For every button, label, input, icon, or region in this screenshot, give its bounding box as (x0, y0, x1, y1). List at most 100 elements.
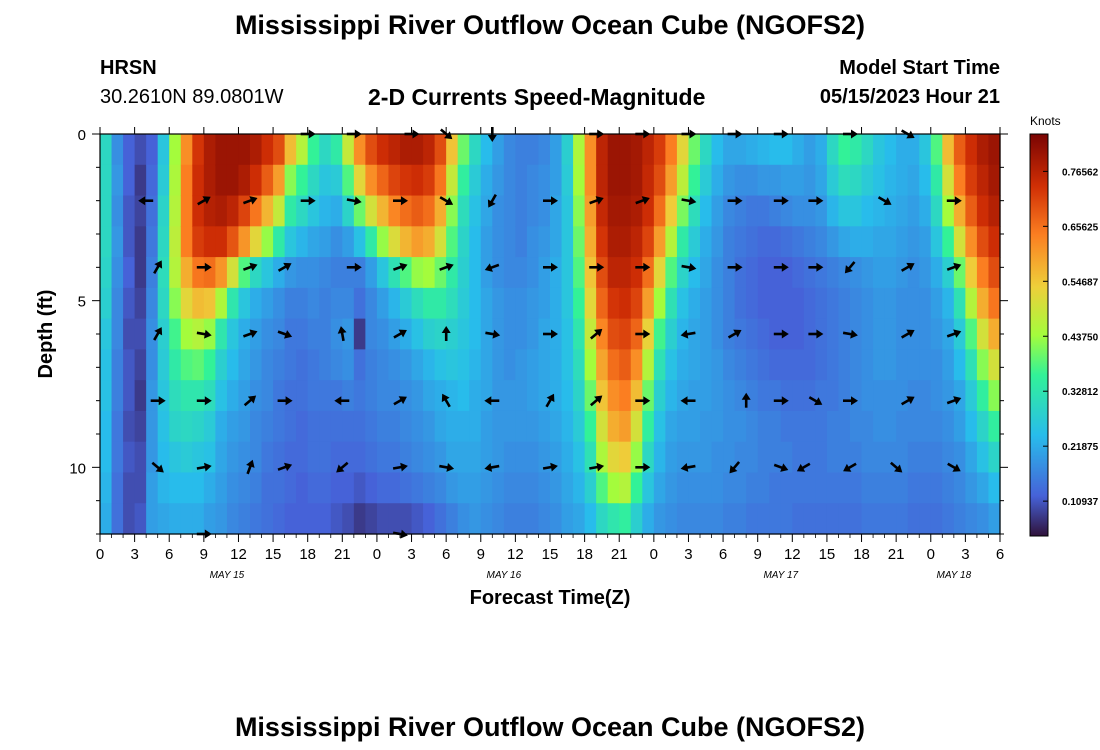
heatmap-cell (400, 503, 413, 535)
heatmap-cell (700, 441, 713, 474)
heatmap-cell (376, 349, 390, 381)
heatmap-cell (919, 472, 932, 504)
heatmap-cell (884, 318, 897, 350)
heatmap-cell (976, 134, 990, 166)
heatmap-cell (342, 134, 355, 166)
heatmap-cell (607, 380, 620, 412)
x-axis: 0 3 6 9 12 15 18 21 0 3 6 9 12 15 18 21 0 3 6 9 12 15 18 21 0 3 6 (96, 127, 1004, 563)
heatmap-cell (192, 257, 205, 289)
heatmap-cell (423, 441, 436, 474)
current-arrow (196, 462, 212, 472)
heatmap-cell (457, 195, 470, 227)
heatmap-cell (273, 195, 286, 227)
current-arrow (542, 462, 558, 472)
heatmap-cell (492, 134, 505, 166)
heatmap-cell (226, 410, 240, 443)
heatmap-cell (550, 503, 563, 535)
heatmap-cell (469, 257, 482, 289)
heatmap-cell (676, 410, 690, 443)
heatmap-cell (792, 503, 805, 535)
heatmap-cell (353, 349, 366, 381)
current-arrow (773, 396, 789, 406)
heatmap-cell (711, 134, 724, 166)
heatmap-cell (423, 410, 436, 443)
heatmap-cell (665, 134, 678, 166)
heatmap-cell (723, 195, 736, 227)
heatmap-cell (815, 441, 828, 474)
heatmap-cell (769, 441, 782, 474)
heatmap-cell (873, 134, 886, 166)
heatmap-cell (503, 472, 516, 504)
heatmap-cell (215, 226, 228, 258)
heatmap-cell (561, 441, 574, 474)
heatmap-cell (526, 287, 540, 320)
heatmap-cell (803, 287, 816, 320)
heatmap-cell (861, 318, 874, 350)
heatmap-cell (573, 441, 586, 474)
heatmap-cell (515, 410, 528, 443)
heatmap-cell (180, 472, 193, 504)
heatmap-cell (400, 134, 413, 166)
heatmap-cell (192, 380, 205, 412)
heatmap-cell (561, 257, 574, 289)
heatmap-cell (988, 164, 1001, 197)
heatmap-cell (457, 349, 470, 381)
heatmap-cell (123, 226, 136, 258)
heatmap-cell (965, 441, 978, 474)
current-arrow (242, 329, 258, 338)
heatmap-cell (873, 472, 886, 504)
heatmap-cell (757, 257, 770, 289)
heatmap-cell (757, 318, 770, 350)
heatmap-cell (619, 287, 632, 320)
heatmap-cell (457, 164, 470, 197)
heatmap-cell (376, 410, 390, 443)
heatmap-cell (273, 472, 286, 504)
heatmap-cell (180, 195, 193, 227)
current-arrow (773, 196, 789, 206)
heatmap-cell (307, 380, 320, 412)
heatmap-cell (653, 472, 666, 504)
heatmap-cell (976, 164, 990, 197)
heatmap-cell (157, 441, 170, 474)
heatmap-cell (826, 380, 840, 412)
heatmap-cell (457, 503, 470, 535)
heatmap-cell (861, 380, 874, 412)
heatmap-cell (446, 349, 459, 381)
heatmap-cell (619, 318, 632, 350)
heatmap-cell (792, 318, 805, 350)
heatmap-cell (480, 226, 493, 258)
heatmap-cell (723, 164, 736, 197)
heatmap-cell (492, 410, 505, 443)
heatmap-cell (503, 441, 516, 474)
heatmap-cell (769, 195, 782, 227)
heatmap-cell (146, 380, 159, 412)
heatmap-cell (803, 441, 816, 474)
heatmap-cell (584, 287, 597, 320)
heatmap-cell (203, 410, 216, 443)
heatmap-cell (665, 257, 678, 289)
heatmap-cell (434, 164, 447, 197)
heatmap-cell (550, 349, 563, 381)
heatmap-cell (296, 226, 309, 258)
heatmap-cell (757, 472, 770, 504)
heatmap-cell (965, 195, 978, 227)
current-arrow (138, 196, 154, 206)
heatmap-cell (203, 257, 216, 289)
heatmap-cell (180, 257, 193, 289)
heatmap-cell (734, 472, 747, 504)
heatmap-cell (607, 318, 620, 350)
heatmap-cell (457, 472, 470, 504)
heatmap-cell (653, 349, 666, 381)
heatmap-cell (584, 318, 597, 350)
heatmap-cell (492, 349, 505, 381)
heatmap-cell (515, 226, 528, 258)
heatmap-cell (653, 318, 666, 350)
heatmap-cell (642, 287, 655, 320)
heatmap-cell (757, 410, 770, 443)
current-arrow (246, 459, 255, 475)
heatmap-cell (607, 410, 620, 443)
heatmap-cell (250, 226, 263, 258)
heatmap-cell (850, 195, 863, 227)
heatmap-cell (653, 164, 666, 197)
heatmap-cell (965, 257, 978, 289)
